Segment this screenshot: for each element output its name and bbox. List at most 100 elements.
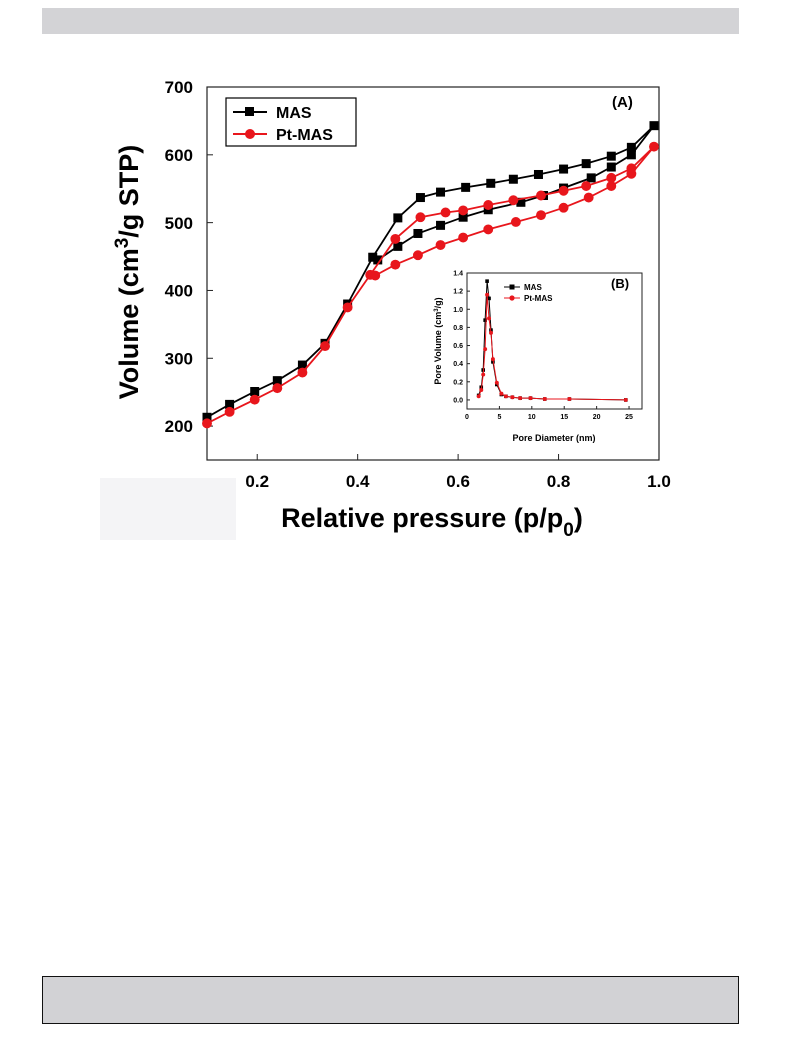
main-point-mas <box>413 228 423 238</box>
inset-plot-frame <box>466 272 643 410</box>
main-point-pt-mas <box>649 141 659 152</box>
inset-y-title-post: /g) <box>433 297 443 308</box>
main-y-tick-label: 200 <box>165 417 193 436</box>
inset-chart: 0 5 10 15 20 25 0.0 0.2 0.4 0.6 0.8 1.0 1.2 1.4 (B) M… <box>426 268 648 454</box>
main-point-mas <box>368 252 378 262</box>
main-point-pt-mas <box>510 217 521 227</box>
main-point-mas <box>393 241 403 251</box>
main-point-pt-mas <box>581 181 592 191</box>
inset-point-pt-mas <box>476 394 481 399</box>
label-patch <box>100 478 236 540</box>
main-x-tick-label: 0.2 <box>245 472 269 491</box>
legend-label-ptmas: Pt-MAS <box>276 127 333 144</box>
main-y-title-post: /g STP) <box>114 145 144 238</box>
legend-marker-mas <box>245 107 254 116</box>
main-x-tick-label: 0.6 <box>446 472 470 491</box>
main-x-title-main: Relative pressure (p/p <box>281 503 563 533</box>
main-point-pt-mas <box>272 383 283 394</box>
main-point-mas <box>250 387 260 397</box>
inset-y-tick-label: 0.0 <box>453 397 463 404</box>
main-point-mas <box>516 197 526 207</box>
main-point-pt-mas <box>558 202 569 213</box>
main-point-mas <box>415 193 425 203</box>
main-point-pt-mas <box>583 192 594 203</box>
inset-y-title-pre: Pore Volume (cm <box>433 312 443 385</box>
main-point-pt-mas <box>536 190 546 201</box>
main-point-pt-mas <box>390 233 401 244</box>
inset-x-axis-title: Pore Diameter (nm) <box>512 433 595 443</box>
inset-point-pt-mas <box>623 397 628 402</box>
inset-ticks: 0 5 10 15 20 25 0.0 0.2 0.4 0.6 0.8 1.0 1.2 1.4 <box>453 271 633 421</box>
main-point-mas <box>626 150 636 160</box>
inset-point-pt-mas <box>510 395 515 400</box>
inset-y-title-sup: 3 <box>434 308 440 312</box>
main-point-pt-mas <box>370 270 381 281</box>
main-y-title-sup: 3 <box>112 238 133 249</box>
inset-y-tick-label: 0.2 <box>453 379 463 386</box>
inset-point-mas <box>483 318 487 322</box>
inset-point-pt-mas <box>487 316 492 321</box>
main-point-mas <box>586 173 596 183</box>
main-point-pt-mas <box>536 210 546 221</box>
legend-marker-ptmas <box>245 129 255 139</box>
main-point-pt-mas <box>440 207 451 218</box>
main-x-tick-label: 0.8 <box>547 472 571 491</box>
inset-legend-label-mas: MAS <box>524 283 542 292</box>
main-point-pt-mas <box>508 195 519 206</box>
main-y-tick-label: 700 <box>165 78 193 97</box>
main-point-pt-mas <box>297 367 308 378</box>
main-point-pt-mas <box>458 205 469 216</box>
main-point-pt-mas <box>249 394 260 405</box>
main-x-axis-title: Relative pressure (p/p0) <box>281 503 583 541</box>
main-point-pt-mas <box>320 341 330 352</box>
main-point-mas <box>297 360 307 370</box>
main-point-mas <box>436 187 446 197</box>
main-series-line-mas <box>206 125 655 419</box>
main-point-mas <box>626 142 636 152</box>
main-x-title-sub: 0 <box>563 520 574 541</box>
inset-point-mas <box>485 279 489 283</box>
inset-point-pt-mas <box>483 347 488 352</box>
inset-point-pt-mas <box>494 380 499 385</box>
main-y-title-pre: Volume (cm <box>114 248 144 399</box>
main-point-mas <box>461 182 471 192</box>
main-point-pt-mas <box>415 212 426 223</box>
main-point-pt-mas <box>558 185 569 196</box>
main-point-pt-mas <box>224 406 235 417</box>
inset-legend-marker-ptmas <box>509 295 515 301</box>
main-point-mas <box>393 213 403 223</box>
inset-background <box>426 268 648 454</box>
inset-point-pt-mas <box>542 397 547 402</box>
inset-series <box>476 279 628 402</box>
main-point-mas <box>606 151 616 161</box>
inset-x-tick-label: 5 <box>497 414 501 421</box>
inset-legend: MAS Pt-MAS <box>504 283 553 303</box>
inset-x-tick-label: 15 <box>560 414 568 421</box>
main-legend: MAS Pt-MAS <box>225 97 357 147</box>
main-point-pt-mas <box>483 224 494 235</box>
main-y-tick-label: 300 <box>165 349 193 368</box>
main-point-pt-mas <box>435 240 446 250</box>
inset-point-pt-mas <box>503 394 508 399</box>
inset-point-pt-mas <box>567 397 572 402</box>
inset-point-pt-mas <box>481 372 486 377</box>
inset-y-tick-label: 0.8 <box>453 325 463 332</box>
main-point-mas <box>508 174 518 184</box>
main-point-pt-mas <box>626 168 637 179</box>
main-y-tick-label: 500 <box>165 214 193 233</box>
main-x-tick-label: 0.4 <box>346 472 370 491</box>
main-plot-frame <box>206 86 660 461</box>
main-point-pt-mas <box>458 232 469 243</box>
footer-box <box>42 976 739 1024</box>
inset-y-tick-label: 0.4 <box>453 361 463 368</box>
inset-y-tick-label: 0.6 <box>453 343 463 350</box>
main-point-mas <box>486 178 496 188</box>
main-point-pt-mas <box>412 250 423 261</box>
main-point-mas <box>581 159 591 169</box>
main-y-tick-label: 400 <box>165 282 193 301</box>
inset-y-tick-label: 1.4 <box>453 271 463 278</box>
main-panel-label: (A) <box>612 94 633 111</box>
main-point-mas <box>606 162 616 172</box>
